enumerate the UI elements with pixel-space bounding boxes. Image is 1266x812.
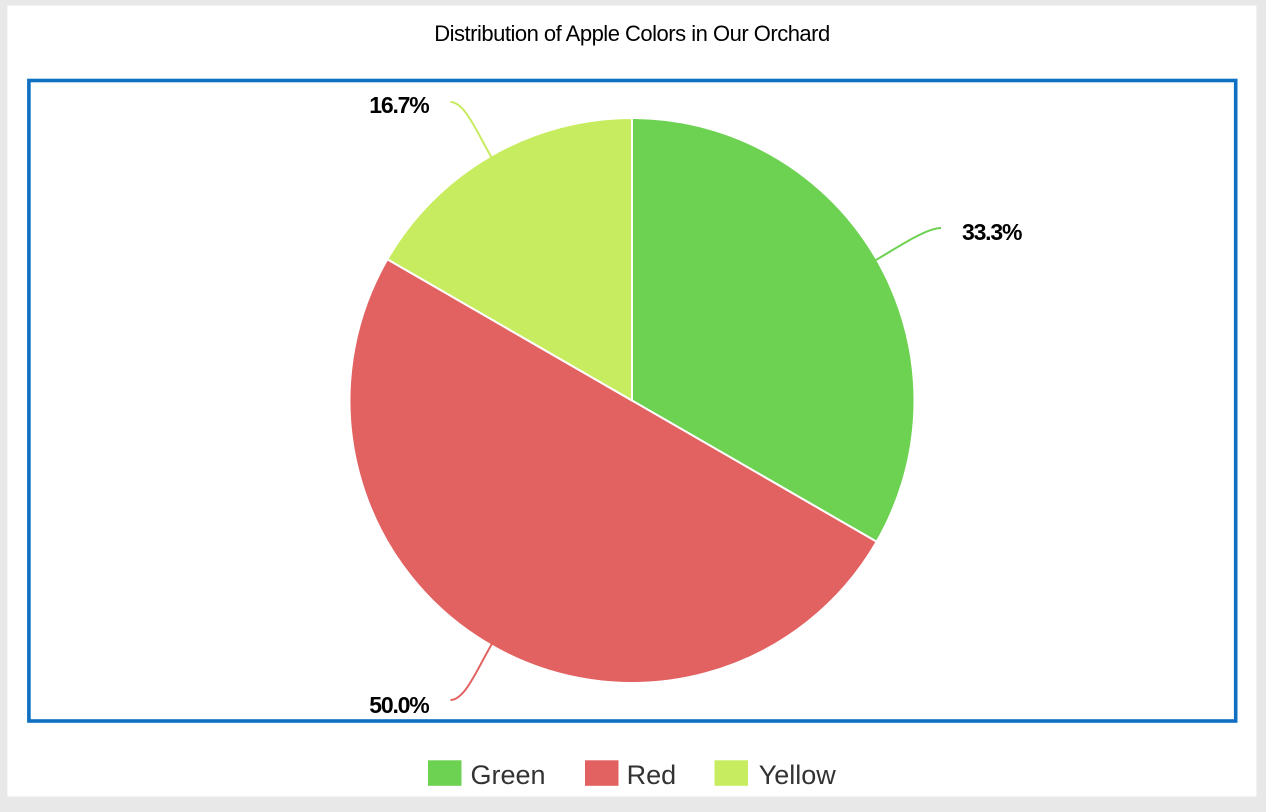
svg-text:Distribution of Apple Colors i: Distribution of Apple Colors in Our Orch… (434, 21, 829, 46)
svg-text:16.7%: 16.7% (369, 92, 429, 118)
svg-text:50.0%: 50.0% (369, 692, 429, 718)
svg-text:Green: Green (471, 760, 546, 790)
svg-text:33.3%: 33.3% (962, 219, 1022, 245)
svg-text:Yellow: Yellow (759, 760, 837, 790)
svg-text:Red: Red (627, 760, 677, 790)
